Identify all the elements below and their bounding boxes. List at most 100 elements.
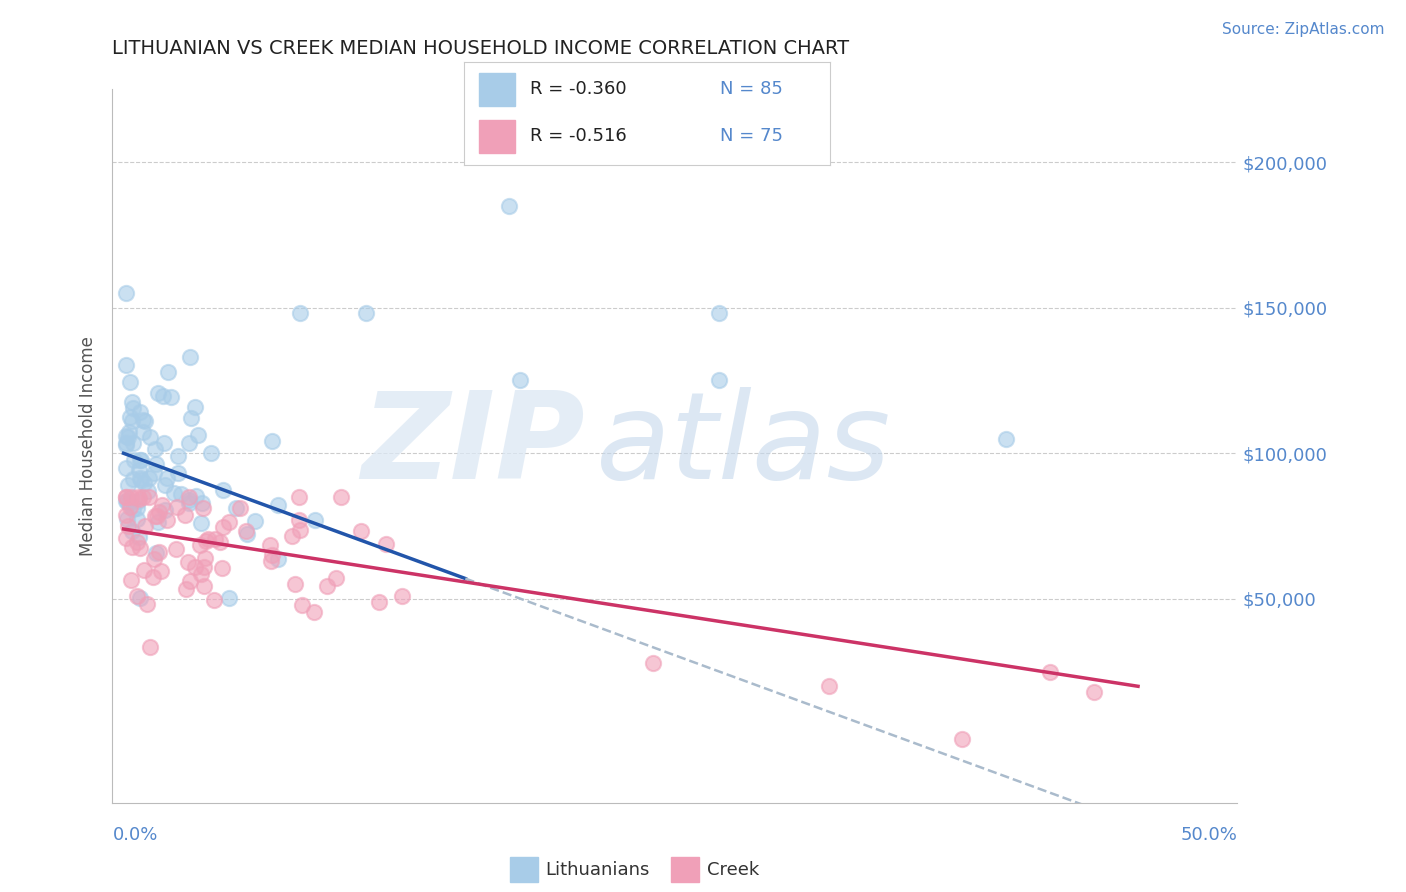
Point <box>190 516 212 530</box>
Point <box>177 436 200 450</box>
Point <box>166 500 188 515</box>
Point <box>127 493 149 508</box>
Point <box>354 306 377 320</box>
Text: Creek: Creek <box>707 861 759 879</box>
Point <box>194 551 217 566</box>
Point <box>368 595 391 609</box>
Point <box>125 590 148 604</box>
Text: Source: ZipAtlas.com: Source: ZipAtlas.com <box>1222 22 1385 37</box>
Point <box>195 533 218 548</box>
Point <box>190 567 212 582</box>
Text: ZIP: ZIP <box>361 387 585 505</box>
Point <box>375 536 398 550</box>
Point <box>143 442 166 456</box>
Point <box>190 538 212 552</box>
Point <box>150 564 173 578</box>
Point <box>114 286 136 301</box>
Point <box>179 350 201 364</box>
Point <box>193 560 215 574</box>
Point <box>121 414 143 428</box>
Point <box>145 546 167 560</box>
Point <box>127 535 149 549</box>
Point <box>138 490 160 504</box>
Point <box>148 516 170 530</box>
Point <box>132 425 155 440</box>
Point <box>498 199 520 213</box>
Point <box>152 389 174 403</box>
Point <box>150 499 173 513</box>
Point <box>218 515 240 529</box>
Point <box>120 409 142 424</box>
Point <box>128 591 150 606</box>
Point <box>120 490 142 504</box>
Text: R = -0.516: R = -0.516 <box>530 128 627 145</box>
Point <box>114 358 136 372</box>
Point <box>142 551 165 566</box>
Point <box>115 460 138 475</box>
Point <box>153 477 176 491</box>
Point <box>288 490 311 504</box>
Point <box>187 428 209 442</box>
Point <box>184 560 207 574</box>
Point <box>122 436 145 450</box>
Point <box>138 483 160 498</box>
Point <box>950 731 973 746</box>
Point <box>208 535 231 549</box>
Point <box>288 524 311 538</box>
Point <box>152 436 174 450</box>
Point <box>267 551 290 566</box>
Point <box>191 501 214 516</box>
Text: R = -0.360: R = -0.360 <box>530 80 627 98</box>
Text: N = 85: N = 85 <box>720 80 783 98</box>
Point <box>121 541 143 555</box>
Point <box>128 463 150 477</box>
Point <box>117 478 139 492</box>
Point <box>174 508 197 522</box>
Point <box>114 531 136 545</box>
Text: N = 75: N = 75 <box>720 128 783 145</box>
Point <box>114 508 136 523</box>
Point <box>260 548 283 562</box>
Point <box>129 453 152 467</box>
Point <box>148 544 170 558</box>
Point <box>114 438 136 452</box>
Point <box>288 306 311 320</box>
Point <box>350 524 373 538</box>
Point <box>281 529 304 543</box>
Point <box>118 425 141 439</box>
Point <box>145 509 167 524</box>
Point <box>163 485 186 500</box>
Point <box>211 560 233 574</box>
Point <box>818 679 841 693</box>
Y-axis label: Median Household Income: Median Household Income <box>79 336 97 556</box>
Bar <box>478 120 515 153</box>
Point <box>994 432 1017 446</box>
Point <box>136 597 159 611</box>
Point <box>197 533 219 547</box>
Point <box>284 577 307 591</box>
Point <box>259 538 281 552</box>
Point <box>1083 685 1105 699</box>
Point <box>177 555 200 569</box>
Point <box>391 590 413 604</box>
Point <box>118 496 141 510</box>
Point <box>180 410 202 425</box>
Point <box>325 571 347 585</box>
Point <box>120 574 142 588</box>
Point <box>114 490 136 504</box>
Point <box>127 512 149 526</box>
Point <box>166 449 188 463</box>
Point <box>148 506 170 520</box>
Point <box>302 605 325 619</box>
Bar <box>509 857 537 882</box>
Point <box>121 395 143 409</box>
Point <box>125 500 148 515</box>
Point <box>117 430 139 444</box>
Point <box>121 501 143 516</box>
Point <box>176 582 198 596</box>
Text: LITHUANIAN VS CREEK MEDIAN HOUSEHOLD INCOME CORRELATION CHART: LITHUANIAN VS CREEK MEDIAN HOUSEHOLD INC… <box>112 39 849 58</box>
Point <box>288 513 311 527</box>
Point <box>129 541 152 556</box>
Point <box>156 365 179 379</box>
Point <box>243 514 266 528</box>
